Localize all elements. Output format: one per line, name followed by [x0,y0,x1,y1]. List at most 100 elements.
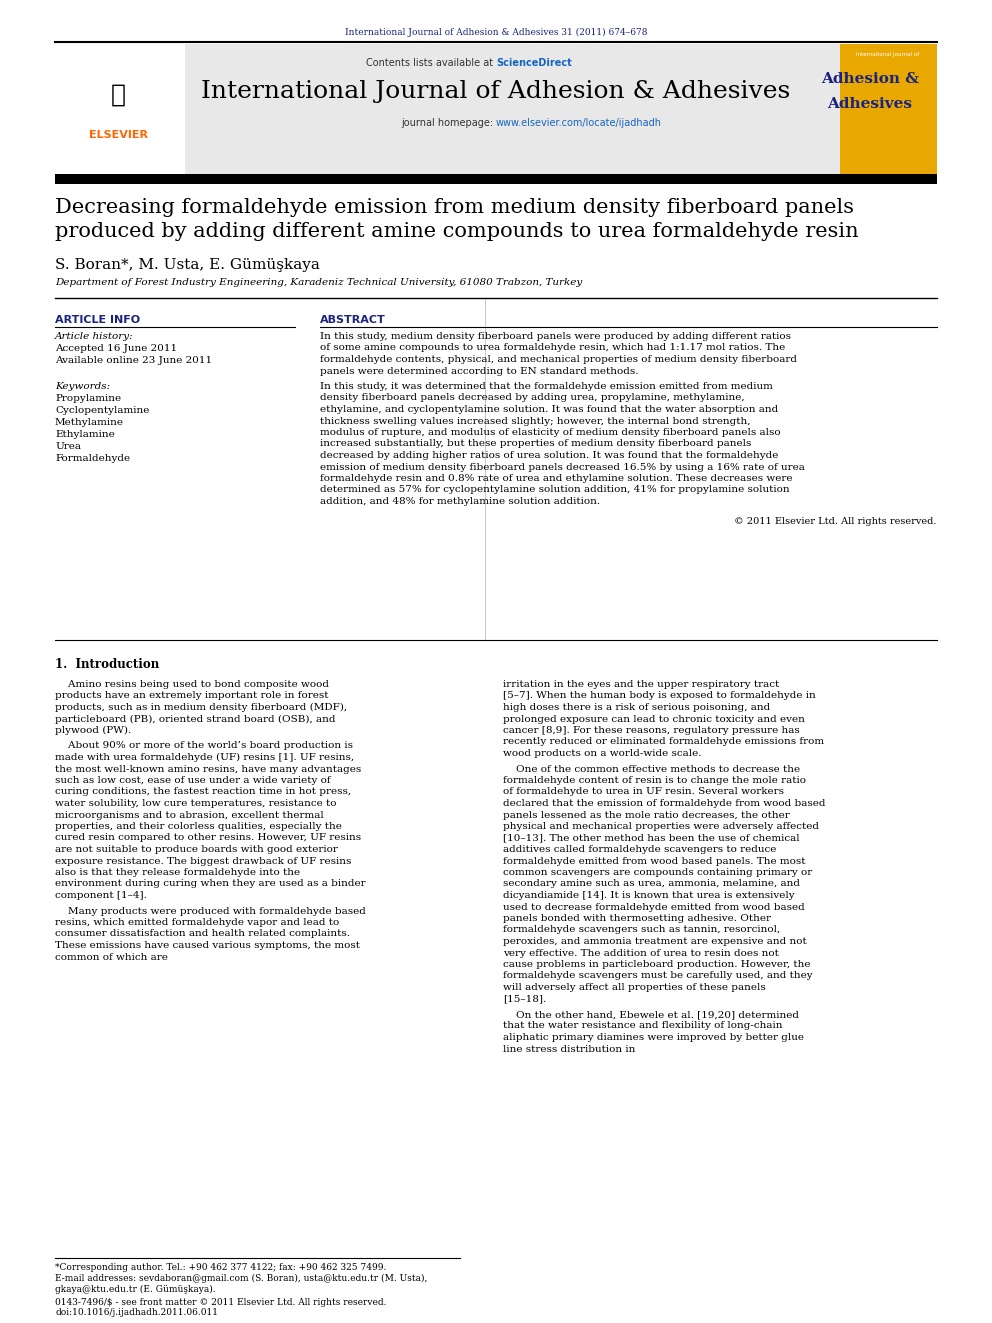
Text: line stress distribution in: line stress distribution in [503,1044,635,1053]
Text: properties, and their colorless qualities, especially the: properties, and their colorless qualitie… [55,822,342,831]
Text: formaldehyde scavengers must be carefully used, and they: formaldehyde scavengers must be carefull… [503,971,812,980]
Text: ScienceDirect: ScienceDirect [496,58,571,67]
Text: products have an extremely important role in forest: products have an extremely important rol… [55,692,328,700]
Text: These emissions have caused various symptoms, the most: These emissions have caused various symp… [55,941,360,950]
FancyBboxPatch shape [55,44,185,175]
Text: common scavengers are compounds containing primary or: common scavengers are compounds containi… [503,868,812,877]
Text: [15–18].: [15–18]. [503,995,547,1004]
Text: Ethylamine: Ethylamine [55,430,115,439]
Text: ethylamine, and cyclopentylamine solution. It was found that the water absorptio: ethylamine, and cyclopentylamine solutio… [320,405,779,414]
Text: recently reduced or eliminated formaldehyde emissions from: recently reduced or eliminated formaldeh… [503,737,824,746]
Text: Adhesives: Adhesives [827,97,913,111]
Text: Urea: Urea [55,442,81,451]
Text: www.elsevier.com/locate/ijadhadh: www.elsevier.com/locate/ijadhadh [496,118,662,128]
Text: Methylamine: Methylamine [55,418,124,427]
Text: Amino resins being used to bond composite wood: Amino resins being used to bond composit… [55,680,329,689]
Text: declared that the emission of formaldehyde from wood based: declared that the emission of formaldehy… [503,799,825,808]
Text: formaldehyde resin and 0.8% rate of urea and ethylamine solution. These decrease: formaldehyde resin and 0.8% rate of urea… [320,474,793,483]
Text: consumer dissatisfaction and health related complaints.: consumer dissatisfaction and health rela… [55,930,350,938]
Text: *Corresponding author. Tel.: +90 462 377 4122; fax: +90 462 325 7499.: *Corresponding author. Tel.: +90 462 377… [55,1263,386,1271]
Text: Keywords:: Keywords: [55,382,110,392]
Text: ARTICLE INFO: ARTICLE INFO [55,315,140,325]
Text: produced by adding different amine compounds to urea formaldehyde resin: produced by adding different amine compo… [55,222,859,241]
Text: exposure resistance. The biggest drawback of UF resins: exposure resistance. The biggest drawbac… [55,856,351,865]
Text: 1.  Introduction: 1. Introduction [55,658,160,671]
Text: cured resin compared to other resins. However, UF resins: cured resin compared to other resins. Ho… [55,833,361,843]
Text: increased substantially, but these properties of medium density fiberboard panel: increased substantially, but these prope… [320,439,751,448]
Text: irritation in the eyes and the upper respiratory tract: irritation in the eyes and the upper res… [503,680,780,689]
Text: Contents lists available at: Contents lists available at [366,58,496,67]
Text: plywood (PW).: plywood (PW). [55,726,131,736]
Text: journal homepage:: journal homepage: [401,118,496,128]
Text: peroxides, and ammonia treatment are expensive and not: peroxides, and ammonia treatment are exp… [503,937,806,946]
Text: doi:10.1016/j.ijadhadh.2011.06.011: doi:10.1016/j.ijadhadh.2011.06.011 [55,1308,218,1316]
Text: additives called formaldehyde scavengers to reduce: additives called formaldehyde scavengers… [503,845,777,855]
FancyBboxPatch shape [840,44,937,175]
Text: ELSEVIER: ELSEVIER [88,130,148,140]
Text: In this study, it was determined that the formaldehyde emission emitted from med: In this study, it was determined that th… [320,382,773,392]
Text: panels were determined according to EN standard methods.: panels were determined according to EN s… [320,366,639,376]
FancyBboxPatch shape [55,44,937,175]
Text: About 90% or more of the world’s board production is: About 90% or more of the world’s board p… [55,741,353,750]
Text: very effective. The addition of urea to resin does not: very effective. The addition of urea to … [503,949,779,958]
Text: formaldehyde contents, physical, and mechanical properties of medium density fib: formaldehyde contents, physical, and mec… [320,355,797,364]
Text: also is that they release formaldehyde into the: also is that they release formaldehyde i… [55,868,301,877]
Text: 0143-7496/$ - see front matter © 2011 Elsevier Ltd. All rights reserved.: 0143-7496/$ - see front matter © 2011 El… [55,1298,387,1307]
Text: formaldehyde content of resin is to change the mole ratio: formaldehyde content of resin is to chan… [503,777,806,785]
Text: gkaya@ktu.edu.tr (E. Gümüşkaya).: gkaya@ktu.edu.tr (E. Gümüşkaya). [55,1285,215,1294]
Text: of some amine compounds to urea formaldehyde resin, which had 1:1.17 mol ratios.: of some amine compounds to urea formalde… [320,344,786,352]
Text: ABSTRACT: ABSTRACT [320,315,386,325]
Text: aliphatic primary diamines were improved by better glue: aliphatic primary diamines were improved… [503,1033,804,1043]
Text: of formaldehyde to urea in UF resin. Several workers: of formaldehyde to urea in UF resin. Sev… [503,787,784,796]
Text: formaldehyde emitted from wood based panels. The most: formaldehyde emitted from wood based pan… [503,856,806,865]
Text: Available online 23 June 2011: Available online 23 June 2011 [55,356,212,365]
Text: Cyclopentylamine: Cyclopentylamine [55,406,150,415]
Text: made with urea formaldehyde (UF) resins [1]. UF resins,: made with urea formaldehyde (UF) resins … [55,753,354,762]
Text: products, such as in medium density fiberboard (MDF),: products, such as in medium density fibe… [55,703,347,712]
Text: density fiberboard panels decreased by adding urea, propylamine, methylamine,: density fiberboard panels decreased by a… [320,393,745,402]
Text: will adversely affect all properties of these panels: will adversely affect all properties of … [503,983,766,992]
Text: International Journal of Adhesion & Adhesives: International Journal of Adhesion & Adhe… [201,79,791,103]
Text: panels bonded with thermosetting adhesive. Other: panels bonded with thermosetting adhesiv… [503,914,771,923]
Text: 🌳: 🌳 [110,83,126,107]
Text: cause problems in particleboard production. However, the: cause problems in particleboard producti… [503,960,810,968]
Text: Department of Forest Industry Engineering, Karadeniz Technical University, 61080: Department of Forest Industry Engineerin… [55,278,582,287]
Text: emission of medium density fiberboard panels decreased 16.5% by using a 16% rate: emission of medium density fiberboard pa… [320,463,805,471]
Text: Propylamine: Propylamine [55,394,121,404]
Text: curing conditions, the fastest reaction time in hot press,: curing conditions, the fastest reaction … [55,787,351,796]
Text: Accepted 16 June 2011: Accepted 16 June 2011 [55,344,178,353]
Text: On the other hand, Ebewele et al. [19,20] determined: On the other hand, Ebewele et al. [19,20… [503,1009,799,1019]
Text: International Journal of Adhesion & Adhesives 31 (2011) 674–678: International Journal of Adhesion & Adhe… [345,28,647,37]
Text: high doses there is a risk of serious poisoning, and: high doses there is a risk of serious po… [503,703,770,712]
Text: addition, and 48% for methylamine solution addition.: addition, and 48% for methylamine soluti… [320,497,600,505]
Text: microorganisms and to abrasion, excellent thermal: microorganisms and to abrasion, excellen… [55,811,323,819]
Text: cancer [8,9]. For these reasons, regulatory pressure has: cancer [8,9]. For these reasons, regulat… [503,726,800,736]
Text: thickness swelling values increased slightly; however, the internal bond strengt: thickness swelling values increased slig… [320,417,751,426]
Text: S. Boran*, M. Usta, E. Gümüşkaya: S. Boran*, M. Usta, E. Gümüşkaya [55,258,319,273]
Text: common of which are: common of which are [55,953,168,962]
Text: © 2011 Elsevier Ltd. All rights reserved.: © 2011 Elsevier Ltd. All rights reserved… [734,516,937,525]
Text: dicyandiamide [14]. It is known that urea is extensively: dicyandiamide [14]. It is known that ure… [503,890,795,900]
Text: modulus of rupture, and modulus of elasticity of medium density fiberboard panel: modulus of rupture, and modulus of elast… [320,429,781,437]
Text: E-mail addresses: sevdaboran@gmail.com (S. Boran), usta@ktu.edu.tr (M. Usta),: E-mail addresses: sevdaboran@gmail.com (… [55,1274,428,1283]
Text: prolonged exposure can lead to chronic toxicity and even: prolonged exposure can lead to chronic t… [503,714,805,724]
Text: formaldehyde scavengers such as tannin, resorcinol,: formaldehyde scavengers such as tannin, … [503,926,781,934]
Text: are not suitable to produce boards with good exterior: are not suitable to produce boards with … [55,845,338,855]
Text: secondary amine such as urea, ammonia, melamine, and: secondary amine such as urea, ammonia, m… [503,880,800,889]
Text: the most well-known amino resins, have many advantages: the most well-known amino resins, have m… [55,765,361,774]
Text: that the water resistance and flexibility of long-chain: that the water resistance and flexibilit… [503,1021,783,1031]
Text: panels lessened as the mole ratio decreases, the other: panels lessened as the mole ratio decrea… [503,811,790,819]
Text: component [1–4].: component [1–4]. [55,890,147,900]
Text: International Journal of: International Journal of [856,52,920,57]
Text: In this study, medium density fiberboard panels were produced by adding differen: In this study, medium density fiberboard… [320,332,791,341]
Text: particleboard (PB), oriented strand board (OSB), and: particleboard (PB), oriented strand boar… [55,714,335,724]
Text: One of the common effective methods to decrease the: One of the common effective methods to d… [503,765,801,774]
Text: wood products on a world-wide scale.: wood products on a world-wide scale. [503,749,701,758]
Text: used to decrease formaldehyde emitted from wood based: used to decrease formaldehyde emitted fr… [503,902,805,912]
Text: [10–13]. The other method has been the use of chemical: [10–13]. The other method has been the u… [503,833,800,843]
Text: Formaldehyde: Formaldehyde [55,454,130,463]
Text: such as low cost, ease of use under a wide variety of: such as low cost, ease of use under a wi… [55,777,330,785]
Text: physical and mechanical properties were adversely affected: physical and mechanical properties were … [503,822,819,831]
Text: [5–7]. When the human body is exposed to formaldehyde in: [5–7]. When the human body is exposed to… [503,692,815,700]
Text: Adhesion &: Adhesion & [821,71,919,86]
